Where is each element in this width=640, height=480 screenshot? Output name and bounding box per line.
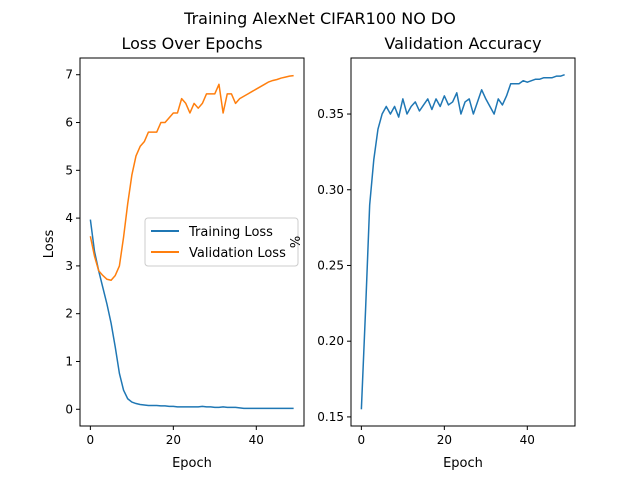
accuracy-chart: Validation Accuracy 0 20 40 0.15 0.20 0.25 0.3… xyxy=(289,34,576,471)
accuracy-series-line-0 xyxy=(360,73,565,410)
loss-chart-title: Loss Over Epochs xyxy=(121,34,262,53)
accuracy-x-tick-label: 0 xyxy=(358,433,366,447)
loss-x-tick-label: 0 xyxy=(87,433,95,447)
loss-chart-legend: Training Loss Validation Loss xyxy=(144,217,299,267)
accuracy-x-tick-label: 20 xyxy=(437,433,452,447)
loss-series-line-0 xyxy=(89,219,294,410)
loss-chart-ylabel: Loss xyxy=(42,230,57,259)
accuracy-chart-frame xyxy=(350,57,576,427)
accuracy-chart-lines xyxy=(360,73,565,410)
loss-y-tick-label: 3 xyxy=(65,259,73,273)
accuracy-chart-ticks: 0 20 40 0.15 0.20 0.25 0.30 0.35 xyxy=(317,107,535,447)
figure-suptitle: Training AlexNet CIFAR100 NO DO xyxy=(183,9,456,28)
accuracy-x-tick-label: 40 xyxy=(520,433,535,447)
legend-label-validation-loss: Validation Loss xyxy=(189,246,286,261)
loss-y-tick-label: 2 xyxy=(65,307,73,321)
accuracy-chart-title: Validation Accuracy xyxy=(384,34,541,53)
loss-y-tick-label: 6 xyxy=(65,116,73,130)
loss-series-line-1 xyxy=(89,74,294,281)
loss-chart-lines xyxy=(89,74,294,410)
loss-y-tick-label: 4 xyxy=(65,211,73,225)
accuracy-chart-xlabel: Epoch xyxy=(443,456,483,471)
loss-y-tick-label: 7 xyxy=(65,68,73,82)
legend-box xyxy=(144,217,299,267)
loss-x-tick-label: 40 xyxy=(249,433,264,447)
accuracy-y-tick-label: 0.15 xyxy=(317,410,344,424)
accuracy-y-tick-label: 0.25 xyxy=(317,258,344,272)
loss-chart-frame xyxy=(79,57,305,427)
accuracy-y-tick-label: 0.20 xyxy=(317,334,344,348)
loss-chart: Loss Over Epochs 0 20 40 0 1 2 3 4 5 6 7 Epoch Los… xyxy=(42,34,305,471)
loss-x-tick-label: 20 xyxy=(166,433,181,447)
loss-chart-ticks: 0 20 40 0 1 2 3 4 5 6 7 xyxy=(65,68,264,447)
loss-y-tick-label: 5 xyxy=(65,163,73,177)
legend-label-training-loss: Training Loss xyxy=(188,225,273,240)
accuracy-y-tick-label: 0.35 xyxy=(317,107,344,121)
loss-y-tick-label: 1 xyxy=(65,354,73,368)
loss-y-tick-label: 0 xyxy=(65,402,73,416)
loss-chart-xlabel: Epoch xyxy=(172,456,212,471)
accuracy-chart-ylabel: % xyxy=(289,236,304,248)
accuracy-y-tick-label: 0.30 xyxy=(317,183,344,197)
